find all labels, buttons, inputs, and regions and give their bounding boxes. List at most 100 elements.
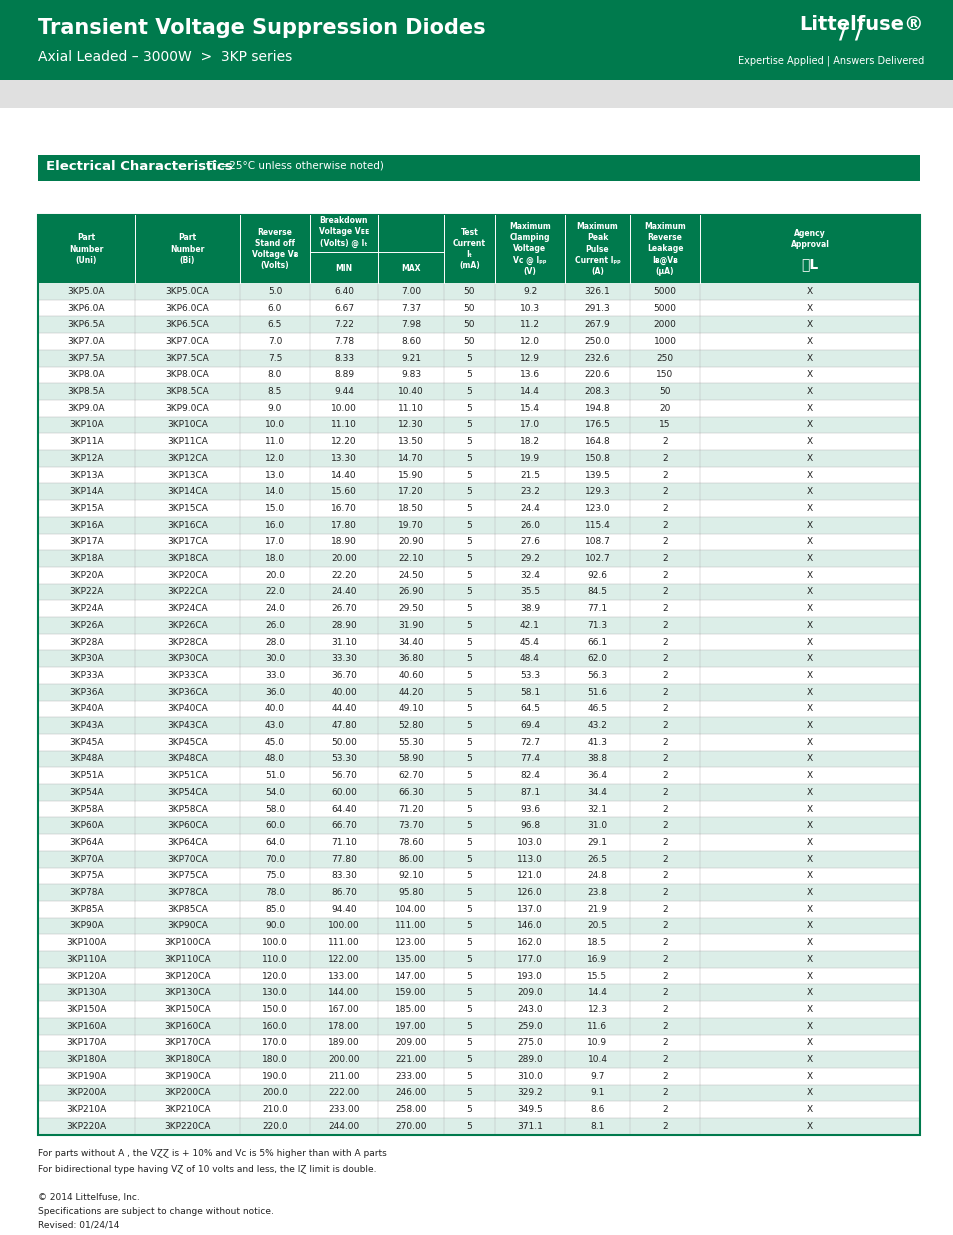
Text: 85.0: 85.0 bbox=[265, 905, 285, 914]
Text: 3KP75A: 3KP75A bbox=[70, 872, 104, 881]
Text: 2: 2 bbox=[661, 504, 667, 513]
Text: 5: 5 bbox=[466, 537, 472, 546]
Text: 44.20: 44.20 bbox=[397, 688, 423, 697]
Text: 159.00: 159.00 bbox=[395, 988, 426, 997]
Text: For bidirectional type having VⱿ of 10 volts and less, the IⱿ limit is double.: For bidirectional type having VⱿ of 10 v… bbox=[38, 1165, 376, 1173]
Text: 3KP10CA: 3KP10CA bbox=[167, 420, 208, 430]
Text: 92.6: 92.6 bbox=[587, 571, 607, 579]
Text: 20.5: 20.5 bbox=[587, 921, 607, 930]
Text: 3KP110CA: 3KP110CA bbox=[164, 955, 211, 963]
Text: 3KP18CA: 3KP18CA bbox=[167, 555, 208, 563]
Text: 3KP13A: 3KP13A bbox=[70, 471, 104, 479]
Text: 77.4: 77.4 bbox=[519, 755, 539, 763]
Text: 9.44: 9.44 bbox=[334, 387, 354, 396]
Text: 18.90: 18.90 bbox=[331, 537, 356, 546]
Text: 3KP26CA: 3KP26CA bbox=[167, 621, 208, 630]
Text: 5: 5 bbox=[466, 387, 472, 396]
Text: 289.0: 289.0 bbox=[517, 1055, 542, 1065]
Text: 120.0: 120.0 bbox=[262, 972, 288, 981]
Text: 5: 5 bbox=[466, 737, 472, 747]
Text: 150.8: 150.8 bbox=[584, 453, 610, 463]
Text: 53.30: 53.30 bbox=[331, 755, 356, 763]
Text: 7.78: 7.78 bbox=[334, 337, 354, 346]
Text: 24.50: 24.50 bbox=[397, 571, 423, 579]
Text: X: X bbox=[806, 921, 812, 930]
Text: 45.4: 45.4 bbox=[519, 637, 539, 647]
Text: 3KP9.0CA: 3KP9.0CA bbox=[166, 404, 209, 412]
Text: X: X bbox=[806, 988, 812, 997]
Text: 3KP22CA: 3KP22CA bbox=[167, 588, 208, 597]
Text: 3KP85CA: 3KP85CA bbox=[167, 905, 208, 914]
Text: 24.4: 24.4 bbox=[519, 504, 539, 513]
Text: 40.00: 40.00 bbox=[331, 688, 356, 697]
Text: 32.1: 32.1 bbox=[587, 804, 607, 814]
Text: 7.00: 7.00 bbox=[400, 287, 420, 296]
Text: 66.70: 66.70 bbox=[331, 821, 356, 830]
Text: 24.40: 24.40 bbox=[331, 588, 356, 597]
Text: X: X bbox=[806, 788, 812, 797]
Text: 200.00: 200.00 bbox=[328, 1055, 359, 1065]
Text: 3KP70CA: 3KP70CA bbox=[167, 855, 208, 863]
Text: 150.0: 150.0 bbox=[262, 1005, 288, 1014]
Text: 129.3: 129.3 bbox=[584, 488, 610, 496]
Text: 3KP200A: 3KP200A bbox=[67, 1088, 107, 1098]
Text: 3KP64A: 3KP64A bbox=[70, 839, 104, 847]
Text: 176.5: 176.5 bbox=[584, 420, 610, 430]
Text: 3KP58CA: 3KP58CA bbox=[167, 804, 208, 814]
Text: X: X bbox=[806, 337, 812, 346]
Text: 3KP58A: 3KP58A bbox=[70, 804, 104, 814]
Text: 9.0: 9.0 bbox=[268, 404, 282, 412]
Text: 21.5: 21.5 bbox=[519, 471, 539, 479]
Text: 46.5: 46.5 bbox=[587, 704, 607, 714]
Text: 133.00: 133.00 bbox=[328, 972, 359, 981]
Text: 275.0: 275.0 bbox=[517, 1039, 542, 1047]
Text: 56.70: 56.70 bbox=[331, 771, 356, 781]
Text: 14.4: 14.4 bbox=[587, 988, 607, 997]
Text: Reverse
Stand off
Voltage Vᴃ
(Volts): Reverse Stand off Voltage Vᴃ (Volts) bbox=[252, 227, 298, 270]
Text: 2: 2 bbox=[661, 804, 667, 814]
Text: 12.20: 12.20 bbox=[331, 437, 356, 446]
Text: 49.10: 49.10 bbox=[397, 704, 423, 714]
Text: X: X bbox=[806, 804, 812, 814]
Text: 12.30: 12.30 bbox=[397, 420, 423, 430]
Text: 5: 5 bbox=[466, 839, 472, 847]
Text: 15.5: 15.5 bbox=[587, 972, 607, 981]
Text: X: X bbox=[806, 737, 812, 747]
Text: 5: 5 bbox=[466, 704, 472, 714]
Text: 2: 2 bbox=[661, 571, 667, 579]
Text: 3KP8.5A: 3KP8.5A bbox=[68, 387, 105, 396]
Text: 3KP9.0A: 3KP9.0A bbox=[68, 404, 105, 412]
Text: 34.4: 34.4 bbox=[587, 788, 607, 797]
Text: 5: 5 bbox=[466, 688, 472, 697]
Text: 20.90: 20.90 bbox=[397, 537, 423, 546]
Text: 82.4: 82.4 bbox=[519, 771, 539, 781]
Text: 3KP150CA: 3KP150CA bbox=[164, 1005, 211, 1014]
Text: 222.00: 222.00 bbox=[328, 1088, 359, 1098]
Text: 52.80: 52.80 bbox=[397, 721, 423, 730]
Text: X: X bbox=[806, 420, 812, 430]
Text: 3KP8.5CA: 3KP8.5CA bbox=[166, 387, 209, 396]
Text: 44.40: 44.40 bbox=[331, 704, 356, 714]
Text: 5: 5 bbox=[466, 437, 472, 446]
Text: 3KP28CA: 3KP28CA bbox=[167, 637, 208, 647]
Text: 177.0: 177.0 bbox=[517, 955, 542, 963]
Text: 2: 2 bbox=[661, 1005, 667, 1014]
Text: 50: 50 bbox=[463, 320, 475, 330]
Text: 2: 2 bbox=[661, 588, 667, 597]
Text: 144.00: 144.00 bbox=[328, 988, 359, 997]
Text: X: X bbox=[806, 972, 812, 981]
Text: X: X bbox=[806, 604, 812, 613]
Text: 7.37: 7.37 bbox=[400, 304, 420, 312]
Text: 28.0: 28.0 bbox=[265, 637, 285, 647]
Text: 2: 2 bbox=[661, 972, 667, 981]
Text: 42.1: 42.1 bbox=[519, 621, 539, 630]
Text: 11.6: 11.6 bbox=[587, 1021, 607, 1031]
Text: 2: 2 bbox=[661, 755, 667, 763]
Text: 9.2: 9.2 bbox=[522, 287, 537, 296]
Text: 3KP90A: 3KP90A bbox=[70, 921, 104, 930]
Text: 3KP130CA: 3KP130CA bbox=[164, 988, 211, 997]
Text: 54.0: 54.0 bbox=[265, 788, 285, 797]
Text: 56.3: 56.3 bbox=[587, 671, 607, 680]
Text: Transient Voltage Suppression Diodes: Transient Voltage Suppression Diodes bbox=[38, 19, 485, 38]
Text: X: X bbox=[806, 320, 812, 330]
